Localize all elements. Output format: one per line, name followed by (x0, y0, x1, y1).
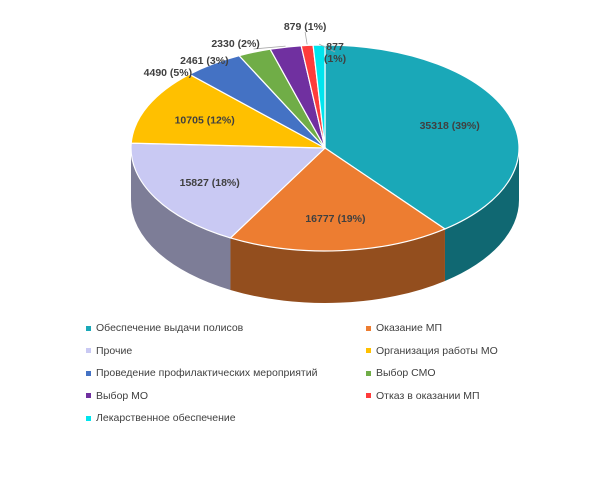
legend-swatch-5 (366, 370, 371, 376)
legend-swatch-7 (366, 393, 371, 398)
leader-line-7 (304, 31, 308, 45)
pie-slice-1 (229, 147, 447, 252)
legend-swatch-6 (86, 393, 91, 398)
slice-label-1: 16777 (19%) (305, 213, 365, 225)
slice-label-8: 877 (1%) (324, 41, 346, 65)
slice-label-7: 879 (1%) (284, 21, 327, 33)
slice-label-3: 10705 (12%) (175, 114, 235, 126)
pie-side-1 (230, 228, 445, 303)
slice-label-6: 2330 (2%) (211, 38, 259, 50)
legend-swatch-3 (366, 348, 371, 353)
leader-line-8 (318, 43, 336, 53)
legend-label-3: Организация работы МО (376, 344, 498, 357)
slice-label-0: 35318 (39%) (420, 120, 480, 132)
leader-line-6 (253, 45, 286, 50)
slice-label-2: 15827 (18%) (180, 177, 240, 189)
pie-labels: 35318 (39%) 16777 (19%) 15827 (18%) 10705 (… (144, 21, 480, 225)
legend-item-4: Проведение профилактических мероприятий (86, 367, 317, 379)
pie-slice-3 (130, 73, 326, 149)
legend-label-4: Проведение профилактических мероприятий (96, 367, 318, 379)
legend-item-8: Лекарственное обеспечение (86, 412, 236, 424)
legend-item-2: Прочие (86, 345, 132, 357)
legend-label-1: Оказание МП (376, 322, 443, 334)
legend-item-5: Выбор СМО (366, 367, 436, 379)
legend-label-5: Выбор СМО (376, 367, 436, 379)
pie-top (130, 44, 520, 252)
legend-label-2: Прочие (96, 344, 133, 357)
pie-slice-0 (324, 44, 520, 230)
legend-label-6: Выбор МО (96, 389, 149, 402)
pie-slice-8 (312, 44, 326, 149)
legend-label-0: Обеспечение выдачи полисов (96, 322, 244, 334)
legend-swatch-2 (86, 348, 91, 353)
legend-label-8: Лекарственное обеспечение (96, 412, 236, 424)
legend-item-3: Организация работы МО (366, 345, 498, 357)
legend-swatch-0 (86, 325, 91, 331)
legend-item-1: Оказание МП (366, 322, 442, 334)
legend-item-6: Выбор МО (86, 390, 148, 402)
legend-item-0: Обеспечение выдачи полисов (86, 322, 243, 334)
legend-swatch-8 (86, 415, 91, 421)
legend-item-7: Отказ в оказании МП (366, 390, 480, 402)
slice-label-5: 2461 (3%) (180, 55, 228, 67)
slice-label-4: 4490 (5%) (144, 67, 192, 79)
pie-sides (131, 148, 519, 303)
legend-label-7: Отказ в оказании МП (376, 389, 480, 402)
pie-side-0 (444, 148, 519, 281)
legend-swatch-1 (366, 325, 371, 331)
legend-swatch-4 (86, 370, 91, 376)
pie-side-2 (131, 148, 231, 290)
pie-slice-2 (130, 142, 327, 239)
